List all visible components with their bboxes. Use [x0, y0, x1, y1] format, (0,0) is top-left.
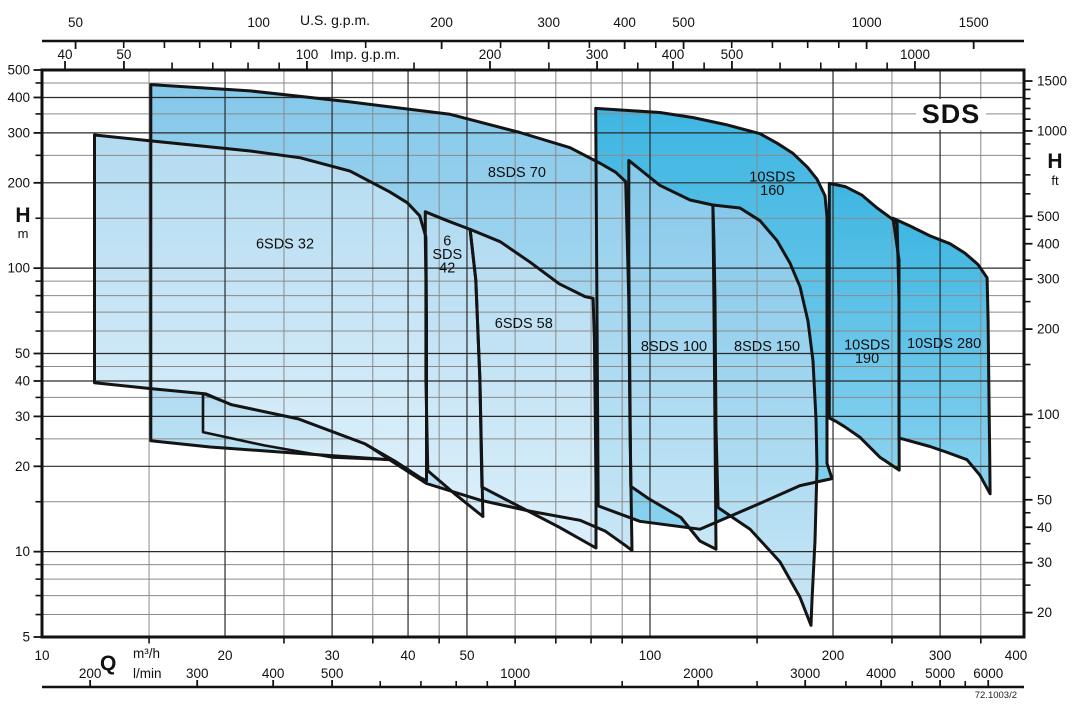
tick-label: 400	[1037, 236, 1060, 251]
tick-label: 400	[262, 666, 285, 681]
envelope-outline-10sds-280	[891, 216, 992, 496]
envelope-label-6sds-42: 6 SDS 42	[432, 234, 462, 277]
tick-label: 50	[68, 15, 83, 30]
tick-label: 100	[296, 47, 319, 62]
tick-label: 300	[586, 47, 609, 62]
envelope-fills	[94, 84, 991, 626]
envelope-outline-6sds-58	[468, 227, 598, 550]
head-axis-unit-right: ft	[1051, 173, 1059, 188]
imp-gpm-axis-caption: Imp. g.p.m.	[330, 46, 401, 62]
tick-label: 50	[1037, 492, 1052, 507]
tick-label: 200	[822, 648, 845, 663]
tick-label: 5	[22, 630, 30, 645]
grid-major	[42, 70, 1024, 637]
tick-label: 300	[1037, 272, 1060, 287]
flow-axis-unit-lmin: l/min	[133, 666, 162, 681]
tick-label: 40	[1037, 520, 1052, 535]
tick-label: 200	[430, 15, 453, 30]
tick-label: 2000	[683, 666, 713, 681]
envelope-fill-6sds-32	[94, 135, 427, 481]
chart-title: SDS	[916, 99, 986, 130]
envelope-outline-6sds-42	[423, 210, 485, 518]
envelope-outline-10sds-160	[594, 106, 834, 531]
tick-marks	[33, 41, 1033, 687]
tick-label: 20	[218, 648, 233, 663]
envelope-outline-8sds-150	[711, 203, 819, 627]
tick-label: 1000	[852, 15, 882, 30]
head-axis-symbol-left: H	[15, 204, 31, 227]
tick-label: 500	[7, 63, 30, 78]
tick-label: 500	[321, 666, 344, 681]
envelope-fill-6sds-58	[470, 229, 596, 548]
envelope-outlines	[93, 83, 992, 627]
envelope-label-6sds-32: 6SDS 32	[256, 236, 314, 252]
envelope-fill-10sds-280	[893, 218, 991, 494]
tick-label: 100	[7, 261, 30, 276]
tick-label: 40	[58, 47, 73, 62]
envelope-label-6sds-58: 6SDS 58	[495, 316, 553, 332]
tick-label: 200	[79, 666, 102, 681]
tick-label: 30	[325, 648, 340, 663]
envelope-label-10sds-280: 10SDS 280	[907, 336, 981, 352]
tick-label: 30	[15, 409, 30, 424]
envelope-label-8sds-100: 8SDS 100	[641, 339, 707, 355]
tick-label: 400	[7, 90, 30, 105]
tick-label: 50	[116, 47, 131, 62]
tick-label: 400	[662, 47, 685, 62]
tick-label: 40	[401, 648, 416, 663]
tick-label: 300	[7, 125, 30, 140]
tick-label: 500	[672, 15, 695, 30]
tick-label: 300	[186, 666, 209, 681]
envelope-label-8sds-70: 8SDS 70	[488, 165, 546, 181]
tick-label: 200	[479, 47, 502, 62]
tick-label: 400	[613, 15, 636, 30]
envelope-fill-6sds-42	[425, 211, 483, 517]
tick-label: 4000	[866, 666, 896, 681]
tick-label: 40	[15, 373, 30, 388]
tick-label: 200	[1037, 322, 1060, 337]
tick-label: 10	[15, 544, 30, 559]
tick-label: 1000	[900, 47, 930, 62]
tick-label: 10	[34, 648, 49, 663]
grid-minor	[42, 70, 1024, 637]
tick-label: 5000	[925, 666, 955, 681]
tick-label: 100	[1037, 407, 1060, 422]
tick-label: 1500	[1037, 74, 1067, 89]
tick-label: 3000	[790, 666, 820, 681]
tick-label: 100	[247, 15, 270, 30]
envelope-label-8sds-150: 8SDS 150	[734, 339, 800, 355]
tick-label: 50	[15, 346, 30, 361]
tick-label: 1500	[959, 15, 989, 30]
tick-label: 20	[15, 459, 30, 474]
tick-label: 1000	[1037, 123, 1067, 138]
envelope-outline-8sds-100	[627, 158, 718, 551]
tick-label: 500	[1037, 209, 1060, 224]
tick-label: 400	[1005, 648, 1028, 663]
tick-label: 200	[7, 175, 30, 190]
tick-label: 20	[1037, 605, 1052, 620]
tick-label: 500	[721, 47, 744, 62]
head-axis-unit-left: m	[17, 226, 29, 241]
tick-label: 300	[929, 648, 952, 663]
tick-label: 6000	[973, 666, 1003, 681]
envelope-label-10sds-160: 10SDS 160	[749, 169, 795, 199]
flow-axis-symbol: Q	[100, 652, 117, 675]
figure-reference-code: 72.1003/2	[974, 690, 1017, 701]
envelope-fill-10sds-190	[829, 183, 900, 471]
envelope-fill-6sds-32-low-stage-step	[203, 393, 390, 460]
envelope-label-10sds-190: 10SDS 190	[844, 338, 890, 368]
tick-label: 100	[639, 648, 662, 663]
us-gpm-axis-caption: U.S. g.p.m.	[300, 12, 371, 28]
head-axis-symbol-right: H	[1047, 150, 1063, 173]
tick-label: 1000	[500, 666, 530, 681]
tick-label: 30	[1037, 555, 1052, 570]
flow-axis-unit-m3h: m³/h	[133, 646, 160, 661]
tick-label: 50	[459, 648, 474, 663]
envelope-labels: 10SDS 160 10SDS 190 10SDS 280 8SDS 70 8SDS 100…	[256, 165, 981, 367]
tick-labels: 50 100 200 300 400 500 1000 1500 40 50 100 200 300 40…	[7, 15, 1067, 681]
envelope-outline-6sds-32-low-stage-step	[201, 392, 391, 461]
tick-label: 300	[537, 15, 560, 30]
